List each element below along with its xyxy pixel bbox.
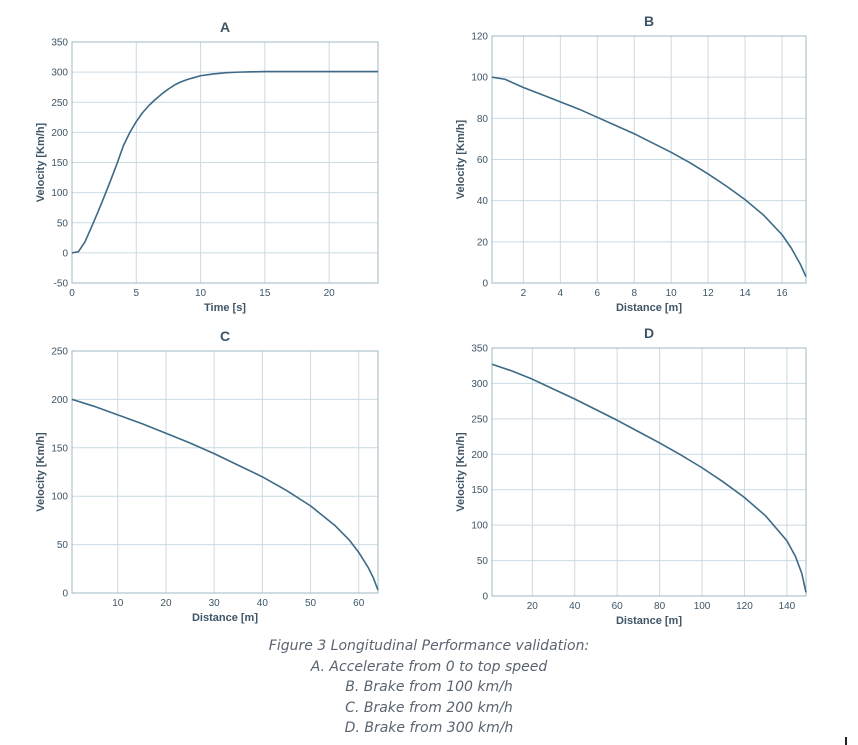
x-tick-label: 120: [736, 601, 753, 612]
chart-title: B: [644, 13, 654, 29]
y-tick-label: 80: [477, 114, 489, 125]
y-tick-label: 0: [482, 592, 488, 603]
x-tick-label: 40: [569, 601, 581, 612]
plot-frame: [71, 350, 379, 594]
x-axis-label: Distance [m]: [616, 615, 682, 627]
x-tick-label: 140: [779, 601, 796, 612]
x-tick-label: 40: [257, 598, 269, 609]
x-tick-label: 14: [739, 288, 751, 299]
plot-area: [72, 351, 378, 593]
caption-line-5: D. Brake from 300 km/h: [344, 720, 514, 736]
x-tick-label: 80: [654, 601, 666, 612]
x-tick-label: 10: [195, 288, 207, 299]
x-tick-label: 16: [776, 288, 788, 299]
x-tick-label: 4: [558, 288, 564, 299]
y-tick-label: 250: [471, 414, 488, 425]
y-tick-label: 150: [51, 158, 68, 169]
plot-frame: [491, 347, 807, 597]
y-tick-label: 150: [471, 485, 488, 496]
chart-b: 2 4 6 8 10 12 14 16 0 20 40 60 80 100 120 B Distance [m]…: [455, 13, 807, 314]
chart-c: 10 20 30 40 50 60 0 50 100 150 200 250 C Distance [m]…: [35, 328, 379, 624]
y-tick-label: 300: [471, 379, 488, 390]
chart-d: 20 40 60 80 100 120 140 0 50 100 150 200 250 300 350 D D…: [455, 325, 807, 627]
x-tick-label: 10: [112, 598, 124, 609]
x-axis-label: Time [s]: [204, 302, 246, 314]
y-tick-label: 100: [471, 73, 488, 84]
edge-mark: [845, 737, 847, 745]
y-tick-label: 350: [51, 38, 68, 49]
y-tick-label: 60: [477, 155, 489, 166]
series-line: [71, 70, 378, 254]
y-axis-label: Velocity [Km/h]: [35, 432, 47, 512]
caption-line-4: C. Brake from 200 km/h: [345, 699, 513, 716]
caption-line-1: Figure 3 Longitudinal Performance valida…: [268, 638, 590, 654]
x-tick-label: 20: [324, 288, 336, 299]
x-axis-label: Distance [m]: [616, 302, 682, 314]
y-tick-label: 50: [477, 556, 489, 567]
y-axis-label: Velocity [Km/h]: [455, 119, 467, 199]
y-tick-label: 300: [51, 68, 68, 79]
plot-frame: [71, 41, 379, 284]
y-tick-label: 200: [51, 128, 68, 139]
y-tick-label: 100: [51, 492, 68, 503]
chart-title: C: [220, 328, 230, 344]
y-tick-label: 150: [51, 443, 68, 454]
y-tick-label: 200: [471, 450, 488, 461]
series-line: [491, 76, 807, 278]
x-tick-label: 100: [694, 601, 711, 612]
y-tick-label: 350: [471, 344, 488, 355]
x-axis-label: Distance [m]: [192, 612, 258, 624]
y-tick-label: 250: [51, 98, 68, 109]
y-tick-label: -50: [54, 279, 69, 290]
plot-frame: [491, 35, 807, 284]
y-tick-label: 50: [57, 218, 69, 229]
x-tick-label: 8: [631, 288, 637, 299]
y-axis-label: Velocity [Km/h]: [35, 122, 47, 202]
x-tick-label: 0: [69, 288, 75, 299]
x-tick-label: 5: [134, 288, 140, 299]
x-tick-label: 50: [305, 598, 317, 609]
y-tick-label: 0: [62, 248, 68, 259]
x-tick-label: 60: [353, 598, 365, 609]
x-tick-label: 20: [160, 598, 172, 609]
figure-caption: Figure 3 Longitudinal Performance valida…: [0, 636, 858, 739]
y-tick-label: 200: [51, 395, 68, 406]
x-tick-label: 20: [527, 601, 539, 612]
y-tick-label: 40: [477, 196, 489, 207]
y-tick-label: 250: [51, 347, 68, 358]
y-tick-label: 20: [477, 237, 489, 248]
caption-line-2: A. Accelerate from 0 to top speed: [310, 658, 548, 675]
series-line: [71, 398, 379, 591]
y-axis-label: Velocity [Km/h]: [455, 432, 467, 512]
x-tick-label: 12: [703, 288, 715, 299]
x-tick-label: 10: [666, 288, 678, 299]
x-tick-label: 6: [595, 288, 601, 299]
y-tick-label: 120: [471, 32, 488, 43]
x-tick-label: 30: [209, 598, 221, 609]
y-tick-label: 100: [51, 188, 68, 199]
chart-title: A: [220, 19, 230, 35]
x-tick-label: 2: [521, 288, 527, 299]
series-line: [491, 363, 807, 593]
plot-area: [492, 348, 806, 596]
chart-title: D: [644, 325, 654, 341]
y-tick-label: 0: [482, 279, 488, 290]
y-tick-label: 0: [62, 589, 68, 600]
y-tick-label: 50: [57, 540, 69, 551]
caption-line-3: B. Brake from 100 km/h: [345, 679, 513, 695]
x-tick-label: 15: [259, 288, 271, 299]
x-tick-label: 60: [612, 601, 624, 612]
y-tick-label: 100: [471, 521, 488, 532]
